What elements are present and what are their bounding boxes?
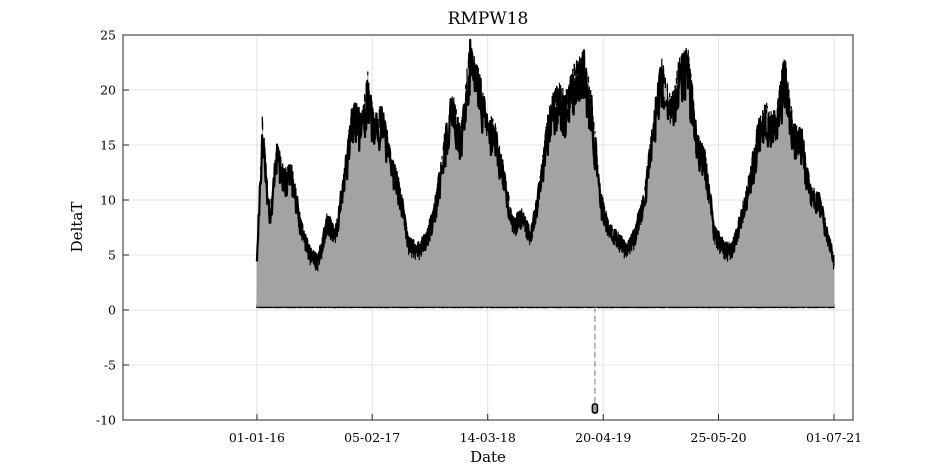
- y-tick-label: 25: [100, 28, 116, 43]
- y-tick-label: 5: [108, 248, 116, 263]
- x-tick-label: 05-02-17: [344, 430, 400, 445]
- x-axis-label: Date: [470, 448, 506, 466]
- x-tick-label: 01-07-21: [806, 430, 862, 445]
- y-tick-label: -5: [104, 358, 116, 373]
- series-fill: [256, 47, 835, 307]
- y-tick-label: 15: [100, 138, 116, 153]
- x-tick-label: 01-01-16: [229, 430, 285, 445]
- axis-ticks: 01-01-16 05-02-17 14-03-18 20-04-19 25-05-20…: [96, 28, 862, 446]
- series-envelope-outline: [255, 38, 835, 267]
- outlier-marker: [591, 403, 599, 414]
- y-tick-label: 0: [108, 303, 116, 318]
- y-tick-label: 10: [100, 193, 116, 208]
- series-deltat: [255, 38, 835, 414]
- x-tick-label: 14-03-18: [460, 430, 516, 445]
- x-tick-label: 20-04-19: [575, 430, 631, 445]
- y-axis-label: DeltaT: [68, 202, 86, 253]
- y-tick-label: 20: [100, 83, 116, 98]
- x-tick-label: 25-05-20: [690, 430, 746, 445]
- chart-title: RMPW18: [448, 9, 529, 29]
- y-tick-label: -10: [96, 413, 116, 428]
